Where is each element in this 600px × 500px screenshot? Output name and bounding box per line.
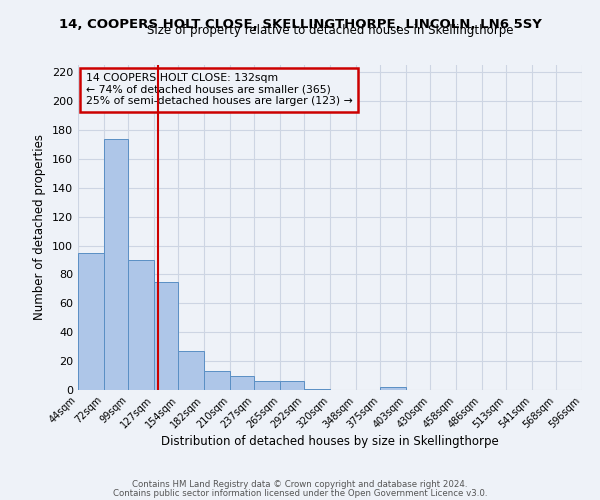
- Bar: [104, 138, 128, 390]
- Bar: [204, 371, 230, 390]
- Bar: [78, 253, 104, 390]
- Text: 14 COOPERS HOLT CLOSE: 132sqm
← 74% of detached houses are smaller (365)
25% of : 14 COOPERS HOLT CLOSE: 132sqm ← 74% of d…: [86, 73, 352, 106]
- Bar: [582, 387, 600, 390]
- Bar: [154, 282, 178, 390]
- Bar: [304, 388, 330, 390]
- Bar: [128, 260, 154, 390]
- X-axis label: Distribution of detached houses by size in Skellingthorpe: Distribution of detached houses by size …: [161, 436, 499, 448]
- Bar: [254, 382, 280, 390]
- Y-axis label: Number of detached properties: Number of detached properties: [34, 134, 46, 320]
- Bar: [380, 387, 406, 390]
- Text: Contains public sector information licensed under the Open Government Licence v3: Contains public sector information licen…: [113, 488, 487, 498]
- Text: 14, COOPERS HOLT CLOSE, SKELLINGTHORPE, LINCOLN, LN6 5SY: 14, COOPERS HOLT CLOSE, SKELLINGTHORPE, …: [59, 18, 541, 30]
- Bar: [178, 351, 204, 390]
- Text: Contains HM Land Registry data © Crown copyright and database right 2024.: Contains HM Land Registry data © Crown c…: [132, 480, 468, 489]
- Bar: [280, 382, 304, 390]
- Title: Size of property relative to detached houses in Skellingthorpe: Size of property relative to detached ho…: [147, 24, 513, 38]
- Bar: [230, 376, 254, 390]
